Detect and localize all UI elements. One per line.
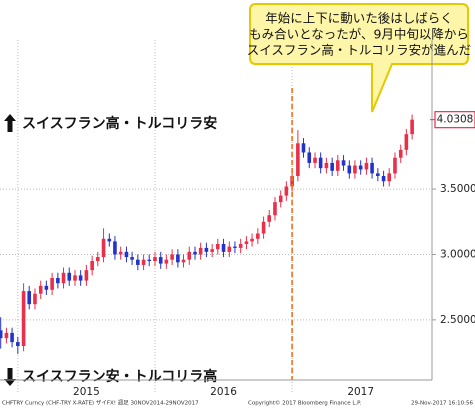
candle-body: [33, 293, 37, 305]
candle-body: [256, 233, 260, 239]
candle-body: [210, 249, 214, 252]
candle-body: [21, 291, 26, 346]
candle-body: [164, 259, 169, 264]
candle-body: [107, 238, 112, 242]
candle-body: [341, 160, 346, 166]
candle-body: [95, 257, 100, 261]
candle-body: [61, 272, 66, 284]
candle-body: [158, 257, 163, 264]
candle-body: [290, 176, 294, 187]
last-price-box: [434, 111, 475, 129]
candle-body: [404, 134, 409, 150]
candle-body: [267, 215, 272, 222]
candle-body: [358, 165, 363, 170]
down-label: スイスフラン安・トルコリラ高: [22, 368, 217, 385]
candle-body: [353, 165, 357, 174]
candle-body: [250, 238, 254, 242]
candle-body: [56, 278, 60, 284]
candle-body: [227, 246, 232, 252]
candle-body: [393, 157, 397, 174]
candle-body: [130, 257, 134, 260]
candle-body: [398, 149, 403, 158]
annotation: スイスフラン高・トルコリラ安が進んだ: [247, 43, 471, 58]
annotation: 年始に上下に動いた後はしばらく: [265, 11, 453, 26]
candle-body: [27, 291, 32, 305]
candle-body: [141, 259, 146, 265]
candle-body: [284, 186, 289, 196]
candle-body: [16, 342, 20, 346]
candle-body: [118, 251, 123, 255]
y-tick-label: 2.5000: [440, 314, 475, 326]
candle-body: [187, 251, 192, 260]
candle-body: [233, 246, 237, 248]
candle-body: [261, 221, 266, 234]
up-arrow: [4, 114, 16, 132]
candle-body: [215, 244, 220, 250]
candle-body: [307, 152, 312, 163]
plot-area: [0, 40, 436, 394]
candle-body: [347, 165, 352, 174]
candle-body: [198, 247, 203, 255]
candle-body: [381, 176, 386, 182]
footer: Copyright© 2017 Bloomberg Finance L.P.: [248, 400, 362, 407]
candle-body: [73, 275, 77, 281]
candle-body: [170, 254, 174, 260]
candle-body: [296, 143, 300, 176]
candle-body: [318, 157, 323, 169]
candle-body: [221, 244, 226, 252]
candle-body: [113, 241, 117, 255]
footer: 29-Nov-2017 16:10:56: [411, 401, 474, 407]
y-tick-label: 3.0000: [440, 248, 475, 260]
candle-body: [324, 162, 329, 169]
candle-body: [136, 259, 140, 265]
candle-body: [124, 251, 129, 258]
candle-body: [181, 259, 186, 263]
candle-body: [153, 257, 157, 261]
candle-body: [78, 275, 83, 281]
candle-body: [278, 195, 283, 203]
candle-body: [50, 278, 54, 290]
speech-bubble: [249, 3, 469, 113]
candle-body: [335, 160, 340, 171]
annotation: もみ合いとなったが、9月中旬以降から: [249, 27, 469, 42]
candle-body: [10, 332, 14, 343]
candle-body: [313, 157, 317, 163]
candle-body: [301, 143, 306, 153]
candle-body: [176, 254, 180, 263]
candle-body: [387, 173, 392, 182]
candle-body: [101, 238, 106, 258]
x-tick-label: 2016: [210, 386, 237, 398]
candle-body: [273, 202, 277, 216]
candle-body: [244, 241, 249, 244]
candle-body: [147, 259, 152, 261]
footer: CHFTRY Curncy (CHF-TRY X-RATE) ザイFX! 週足 …: [2, 399, 199, 407]
candle-body: [330, 162, 334, 171]
x-tick-label: 2015: [73, 386, 100, 398]
candle-body: [370, 162, 374, 174]
candle-body: [67, 272, 72, 281]
candle-body: [0, 330, 3, 339]
y-tick-label: 3.5000: [440, 183, 475, 195]
candle-body: [4, 332, 9, 339]
candle-body: [238, 244, 243, 248]
up-label: スイスフラン高・トルコリラ安: [22, 115, 217, 132]
candle-body: [376, 173, 380, 176]
candle-body: [364, 162, 369, 170]
candle-body: [44, 285, 49, 290]
candle-body: [410, 119, 414, 135]
x-tick-label: 2017: [347, 386, 374, 398]
candle-body: [193, 251, 197, 255]
candle-body: [38, 285, 43, 294]
candle-body: [204, 247, 209, 252]
candle-body: [90, 261, 94, 271]
candle-body: [84, 270, 89, 281]
down-arrow: [4, 368, 16, 386]
last-price-label: 4.0308: [437, 114, 474, 126]
